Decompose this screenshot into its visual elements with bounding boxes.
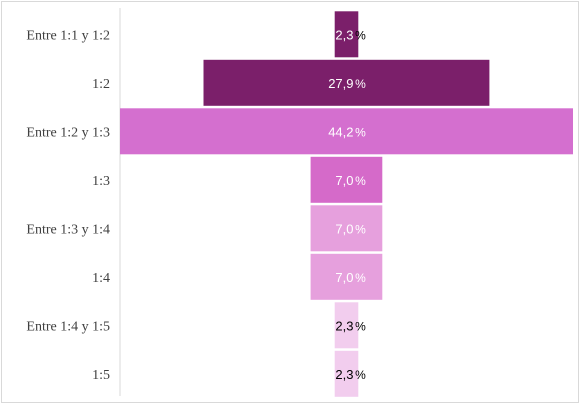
bar xyxy=(334,302,359,349)
data-label: 27,9 xyxy=(328,76,353,91)
value-labels-group: 2,3 %27,9 %44,2 %7,0 %7,0 %7,0 %2,3 %2,3% xyxy=(328,27,366,382)
bar xyxy=(203,59,490,106)
percent-sign-label: % xyxy=(355,77,366,91)
percent-sign-label: % xyxy=(355,271,366,285)
data-label: 7,0 xyxy=(335,173,353,188)
category-labels-group: Entre 1:1 y 1:2 1:2 Entre 1:2 y 1:3 1:3 Entr… xyxy=(26,28,110,383)
data-label: 44,2 xyxy=(328,124,353,139)
bars-group xyxy=(120,11,573,397)
data-label: 2,3 xyxy=(335,318,353,333)
category-label: 1:3 xyxy=(92,174,110,189)
percent-sign-label: % xyxy=(355,125,366,139)
bar xyxy=(120,108,573,155)
bar xyxy=(334,350,359,397)
percent-sign-label: % xyxy=(355,222,366,236)
category-label: 1:4 xyxy=(92,271,110,286)
bar xyxy=(310,205,383,252)
data-label: 7,0 xyxy=(335,270,353,285)
category-label: Entre 1:4 y 1:5 xyxy=(26,319,110,334)
category-label: Entre 1:1 y 1:2 xyxy=(26,28,110,43)
bar xyxy=(310,253,383,300)
data-label: 2,3 xyxy=(335,27,353,42)
category-label: Entre 1:3 y 1:4 xyxy=(26,222,110,237)
percent-sign-label: % xyxy=(355,319,366,333)
category-label: 1:2 xyxy=(92,77,110,92)
category-label: Entre 1:2 y 1:3 xyxy=(26,125,110,140)
data-label: 2,3 xyxy=(335,367,353,382)
percent-sign-label: % xyxy=(355,28,366,42)
percent-sign-label: % xyxy=(355,368,366,382)
bar xyxy=(310,156,383,203)
percent-sign-label: % xyxy=(355,174,366,188)
data-label: 7,0 xyxy=(335,221,353,236)
category-label: 1:5 xyxy=(92,368,110,383)
bar xyxy=(334,11,359,58)
